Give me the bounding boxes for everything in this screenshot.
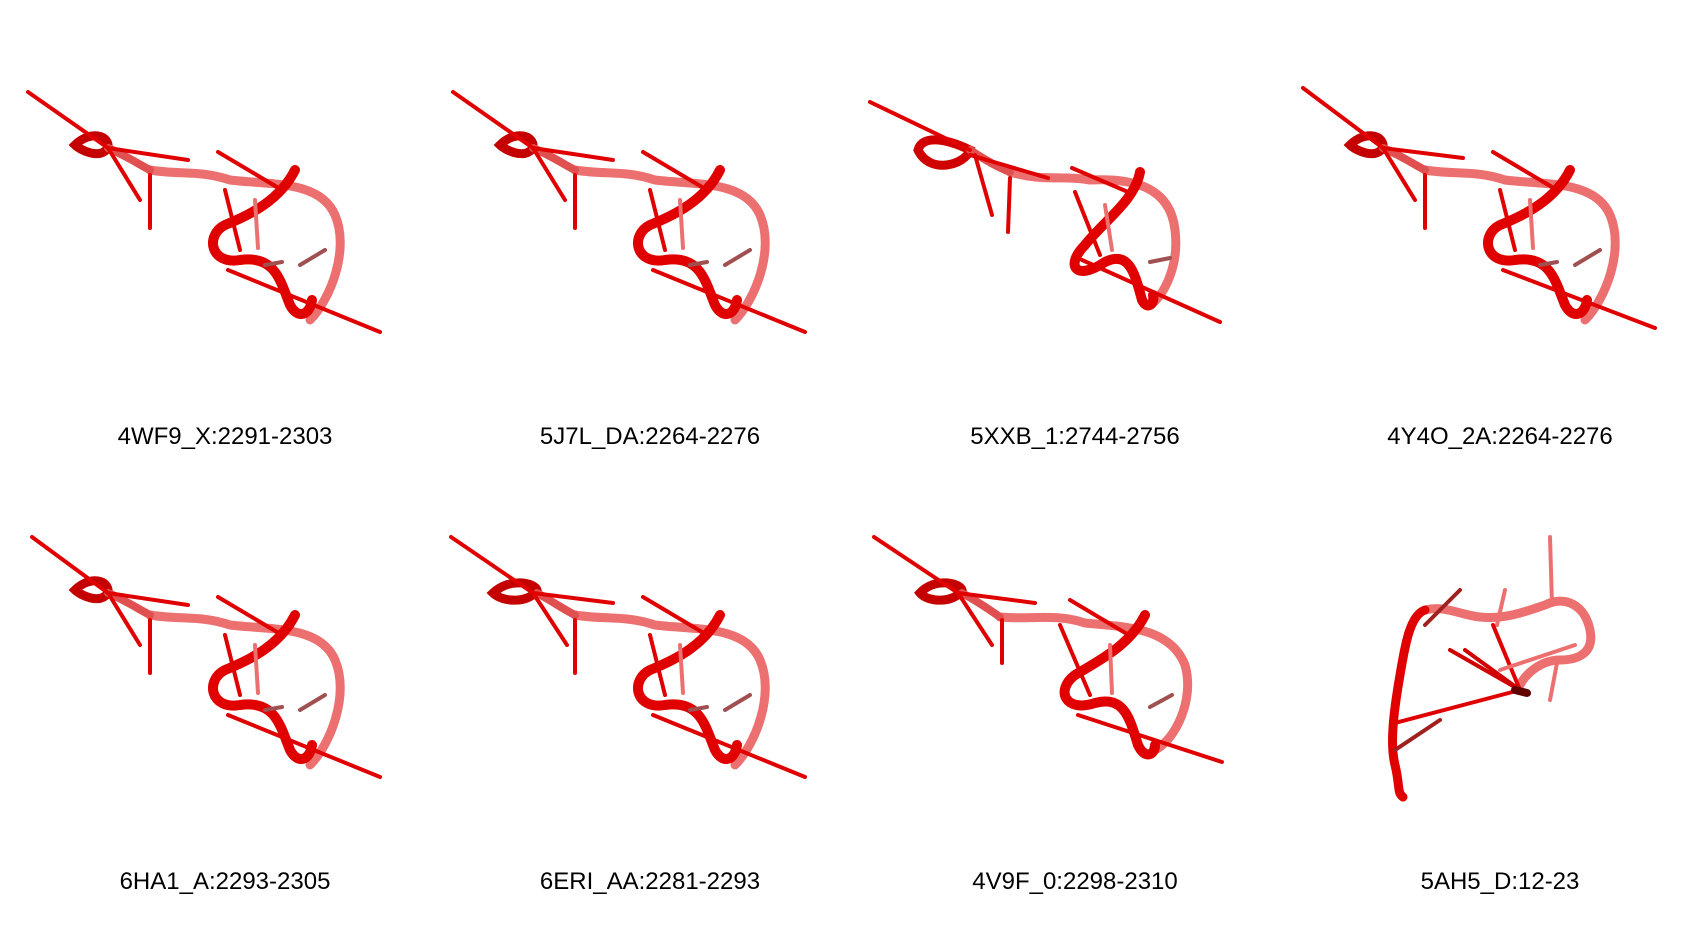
motif-panel-3: 5XXB_1:2744-2756 [850, 0, 1275, 450]
rna-cartoon-2 [451, 90, 807, 334]
rna-base-sticks [30, 535, 382, 779]
rna-base-sticks [1301, 86, 1657, 330]
rna-backbone [913, 135, 1181, 311]
motif-label: 5XXB_1:2744-2756 [970, 423, 1180, 450]
rna-cartoon-5 [30, 535, 382, 779]
rna-cartoon-7 [872, 535, 1224, 764]
motif-panel-6: 6ERI_AA:2281-2293 [425, 445, 850, 895]
rna-base-sticks [1393, 535, 1577, 752]
motif-label: 4V9F_0:2298-2310 [972, 868, 1178, 895]
motif-panel-4: 4Y4O_2A:2264-2276 [1275, 0, 1700, 450]
rna-cartoon-3 [868, 100, 1222, 324]
motif-panel-2: 5J7L_DA:2264-2276 [425, 0, 850, 450]
motif-label: 5J7L_DA:2264-2276 [539, 423, 761, 450]
motif-label: 6ERI_AA:2281-2293 [539, 868, 761, 895]
motif-panel-5: 6HA1_A:2293-2305 [0, 445, 425, 895]
rna-backbone [1343, 131, 1620, 325]
motif-label: 4Y4O_2A:2264-2276 [1387, 423, 1613, 450]
rna-backbone [68, 576, 345, 770]
motif-label: 4WF9_X:2291-2303 [117, 423, 333, 450]
motif-panel-8: 5AH5_D:12-23 [1275, 445, 1700, 895]
rna-backbone [914, 578, 1193, 760]
rna-base-sticks [26, 90, 382, 334]
rna-base-sticks [451, 90, 807, 334]
motif-panel-7: 4V9F_0:2298-2310 [850, 445, 1275, 895]
rna-backbone [493, 131, 770, 325]
rna-cartoon-1 [26, 90, 382, 334]
rna-backbone [68, 131, 345, 325]
rna-cartoon-4 [1301, 86, 1657, 330]
rna-cartoon-6 [449, 535, 807, 779]
motif-panel-1: 4WF9_X:2291-2303 [0, 0, 425, 450]
rna-cartoon-8 [1388, 535, 1596, 802]
motif-label: 6HA1_A:2293-2305 [119, 868, 331, 895]
rna-base-sticks [868, 100, 1222, 324]
rna-base-sticks [449, 535, 807, 779]
rna-backbone [486, 578, 770, 770]
motif-label: 5AH5_D:12-23 [1420, 868, 1580, 895]
rna-base-sticks [872, 535, 1224, 764]
